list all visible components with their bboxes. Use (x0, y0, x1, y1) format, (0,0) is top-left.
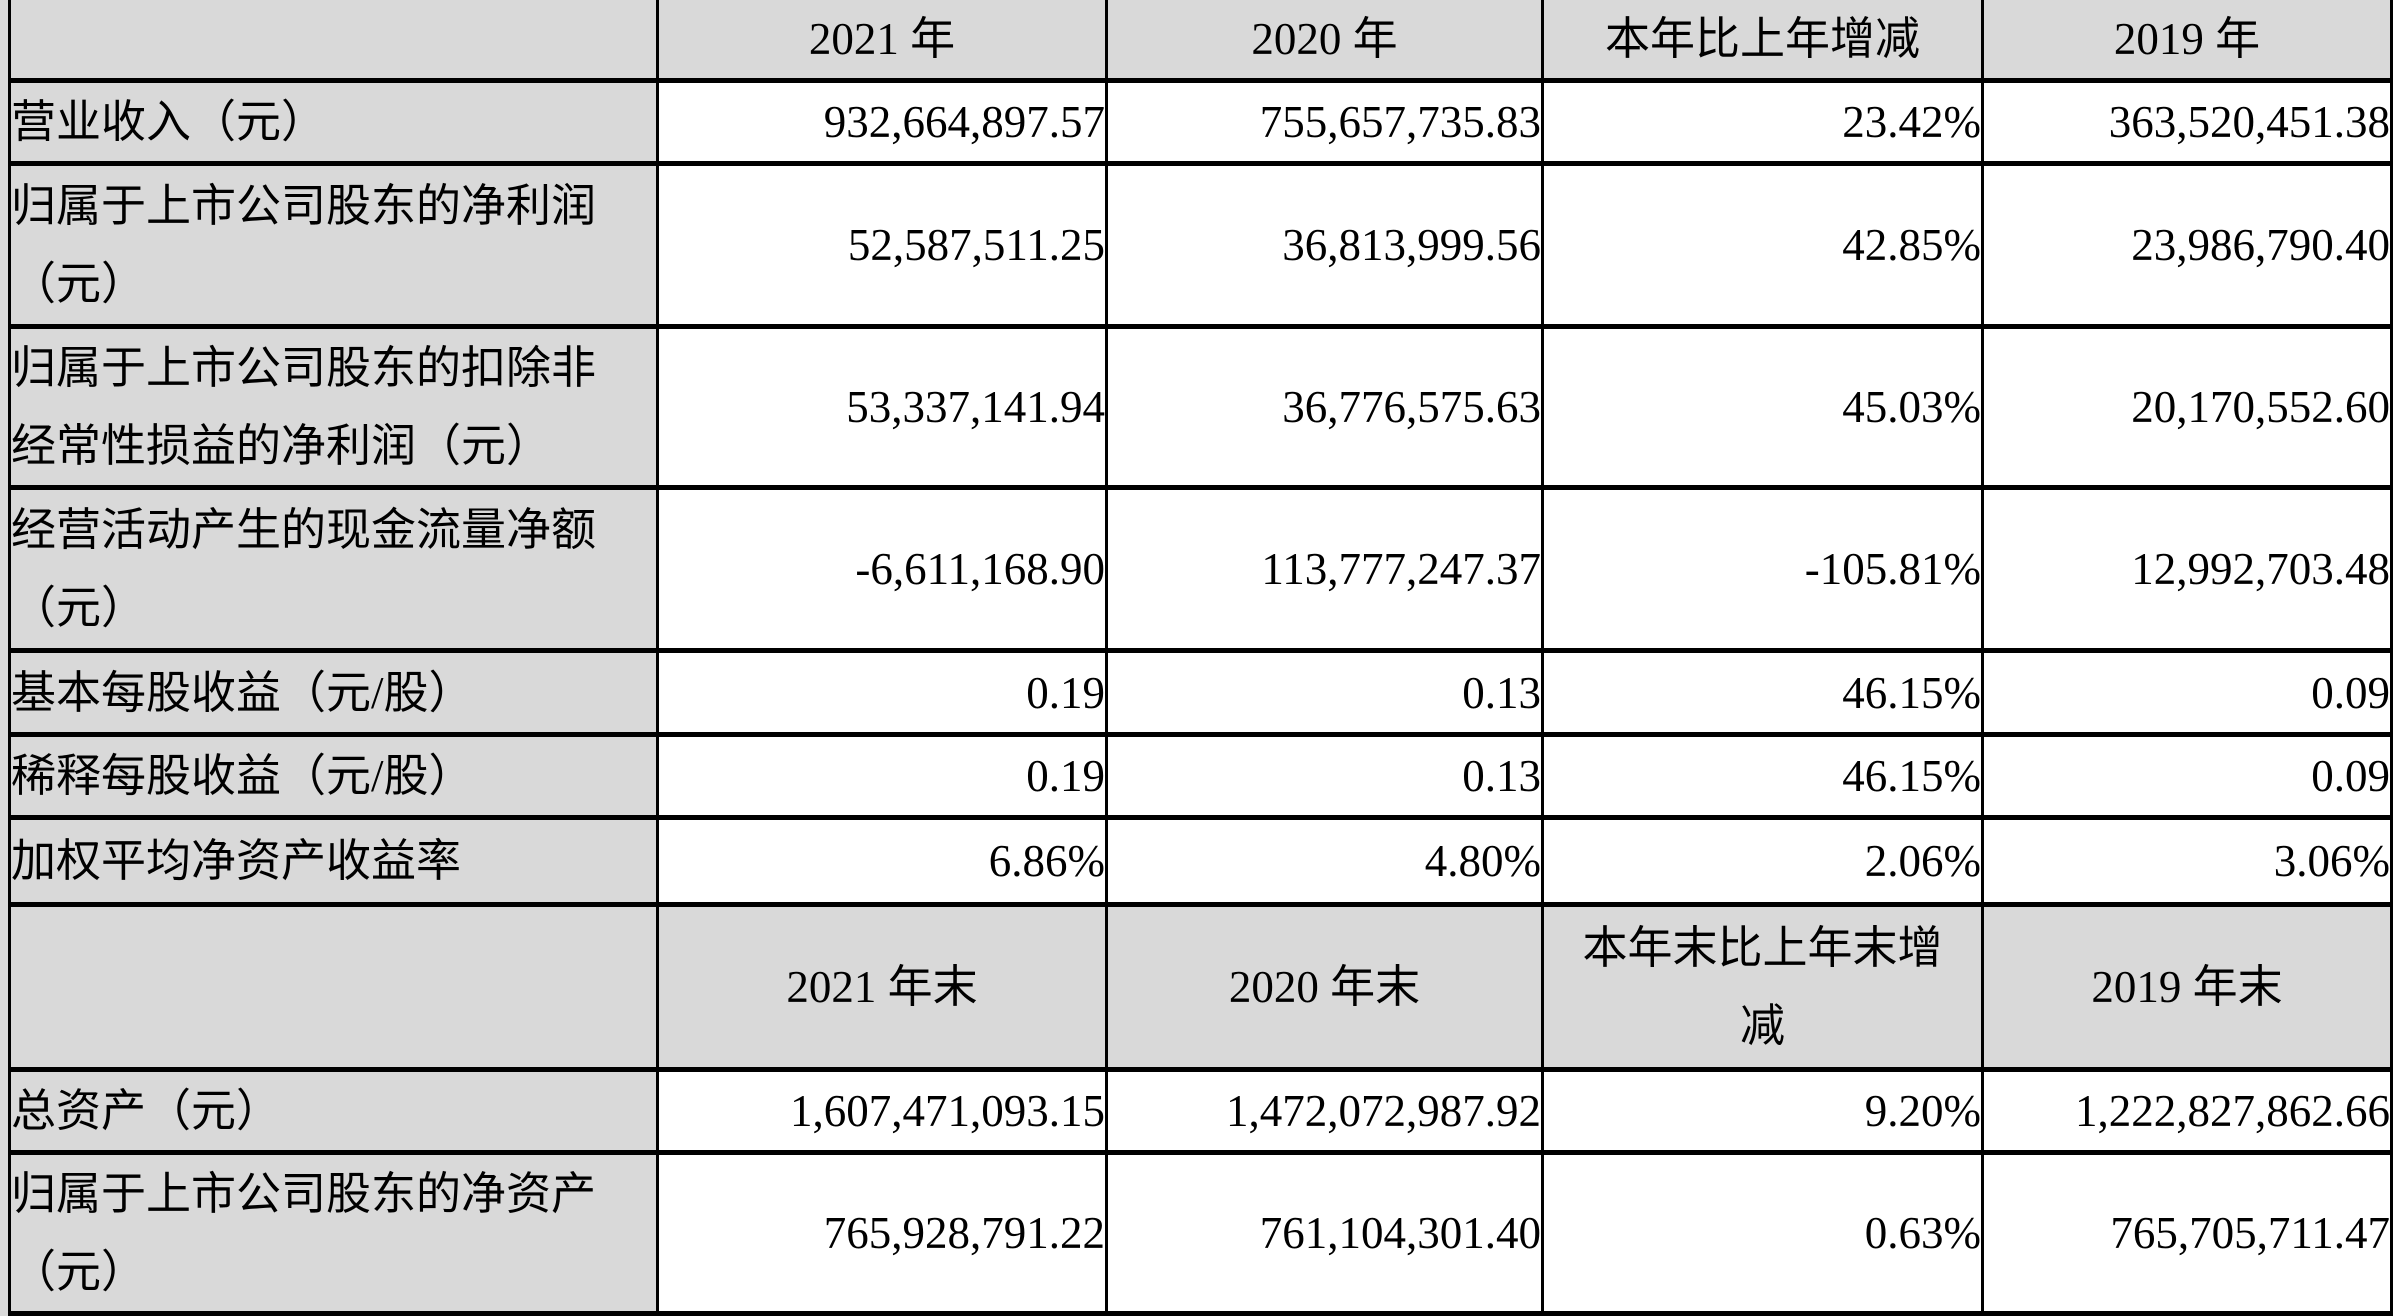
value-cell-2021: 52,587,511.25 (656, 161, 1108, 329)
value-cell-2020: 755,657,735.83 (1105, 78, 1544, 166)
corner-cell (8, 0, 659, 83)
header-cell-yoy-change: 本年比上年增减 (1541, 0, 1984, 83)
value-cell-change: 23.42% (1541, 78, 1984, 166)
header-cell-2020: 2020 年 (1105, 0, 1544, 83)
value-cell-change: -105.81% (1541, 485, 1984, 653)
value-cell-2020: 36,813,999.56 (1105, 161, 1544, 329)
value-cell-2019: 3.06% (1981, 815, 2393, 907)
value-cell-2021: 0.19 (656, 732, 1108, 820)
table-row-total-assets: 总资产（元） 1,607,471,093.15 1,472,072,987.92… (8, 1067, 2393, 1155)
value-cell-2019: 12,992,703.48 (1981, 485, 2393, 653)
value-cell-change: 45.03% (1541, 324, 1984, 490)
value-cell-2019: 765,705,711.47 (1981, 1150, 2393, 1316)
header-cell-2019: 2019 年 (1981, 0, 2393, 83)
header-cell-2021: 2021 年 (656, 0, 1108, 83)
table-row-diluted-eps: 稀释每股收益（元/股） 0.19 0.13 46.15% 0.09 (8, 732, 2393, 820)
value-cell-2019: 0.09 (1981, 648, 2393, 737)
value-cell-2020: 0.13 (1105, 732, 1544, 820)
value-cell-2020: 113,777,247.37 (1105, 485, 1544, 653)
value-cell-2020: 36,776,575.63 (1105, 324, 1544, 490)
value-cell-2020: 1,472,072,987.92 (1105, 1067, 1544, 1155)
row-label-cell: 归属于上市公司股东的净利润 （元） (8, 161, 659, 329)
value-cell-2021: 1,607,471,093.15 (656, 1067, 1108, 1155)
header-cell-2021-year-end: 2021 年末 (656, 902, 1108, 1072)
value-cell-change: 46.15% (1541, 732, 1984, 820)
header-cell-2019-year-end: 2019 年末 (1981, 902, 2393, 1072)
table-row-operating-cash-flow: 经营活动产生的现金流量净额 （元） -6,611,168.90 113,777,… (8, 485, 2393, 653)
row-label-cell: 加权平均净资产收益率 (8, 815, 659, 907)
value-cell-change: 9.20% (1541, 1067, 1984, 1155)
value-cell-2019: 23,986,790.40 (1981, 161, 2393, 329)
row-label-cell: 总资产（元） (8, 1067, 659, 1155)
value-cell-change: 46.15% (1541, 648, 1984, 737)
value-cell-2020: 761,104,301.40 (1105, 1150, 1544, 1316)
table-row-weighted-avg-roe: 加权平均净资产收益率 6.86% 4.80% 2.06% 3.06% (8, 815, 2393, 907)
value-cell-change: 2.06% (1541, 815, 1984, 907)
value-cell-2021: 765,928,791.22 (656, 1150, 1108, 1316)
value-cell-2019: 1,222,827,862.66 (1981, 1067, 2393, 1155)
row-label-cell: 营业收入（元） (8, 78, 659, 166)
table-row-net-profit: 归属于上市公司股东的净利润 （元） 52,587,511.25 36,813,9… (8, 161, 2393, 329)
value-cell-change: 42.85% (1541, 161, 1984, 329)
value-cell-change: 0.63% (1541, 1150, 1984, 1316)
row-label-cell: 经营活动产生的现金流量净额 （元） (8, 485, 659, 653)
corner-cell (8, 902, 659, 1072)
row-label-cell: 归属于上市公司股东的扣除非 经常性损益的净利润（元） (8, 324, 659, 490)
value-cell-2020: 0.13 (1105, 648, 1544, 737)
value-cell-2020: 4.80% (1105, 815, 1544, 907)
row-label-cell: 稀释每股收益（元/股） (8, 732, 659, 820)
value-cell-2019: 20,170,552.60 (1981, 324, 2393, 490)
table-row-net-profit-excl-nonrecurring: 归属于上市公司股东的扣除非 经常性损益的净利润（元） 53,337,141.94… (8, 324, 2393, 490)
header-cell-2020-year-end: 2020 年末 (1105, 902, 1544, 1072)
header-cell-year-end-change: 本年末比上年末增 减 (1541, 902, 1984, 1072)
value-cell-2019: 363,520,451.38 (1981, 78, 2393, 166)
value-cell-2019: 0.09 (1981, 732, 2393, 820)
financial-summary-table: 2021 年 2020 年 本年比上年增减 2019 年 营业收入（元） 932… (8, 0, 2393, 1316)
table-row-net-assets: 归属于上市公司股东的净资产 （元） 765,928,791.22 761,104… (8, 1150, 2393, 1316)
table-header-row-years: 2021 年 2020 年 本年比上年增减 2019 年 (8, 0, 2393, 83)
value-cell-2021: 932,664,897.57 (656, 78, 1108, 166)
value-cell-2021: -6,611,168.90 (656, 485, 1108, 653)
row-label-cell: 归属于上市公司股东的净资产 （元） (8, 1150, 659, 1316)
table-header-row-year-end: 2021 年末 2020 年末 本年末比上年末增 减 2019 年末 (8, 902, 2393, 1072)
value-cell-2021: 0.19 (656, 648, 1108, 737)
table-row-operating-revenue: 营业收入（元） 932,664,897.57 755,657,735.83 23… (8, 78, 2393, 166)
row-label-cell: 基本每股收益（元/股） (8, 648, 659, 737)
table-row-basic-eps: 基本每股收益（元/股） 0.19 0.13 46.15% 0.09 (8, 648, 2393, 737)
value-cell-2021: 6.86% (656, 815, 1108, 907)
value-cell-2021: 53,337,141.94 (656, 324, 1108, 490)
